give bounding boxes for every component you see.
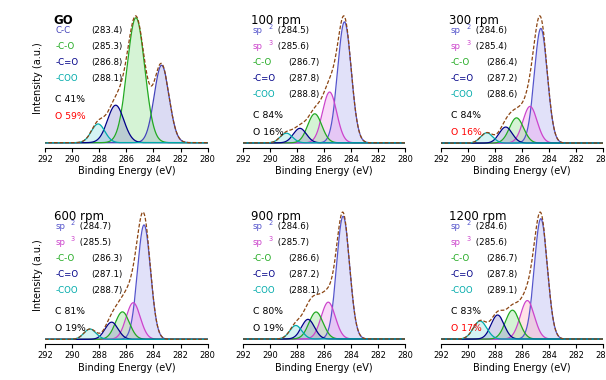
Text: -COO: -COO: [451, 90, 473, 99]
Text: O 59%: O 59%: [55, 112, 86, 121]
Text: (288.8): (288.8): [288, 90, 320, 99]
Text: 2: 2: [466, 220, 470, 226]
Text: (284.7): (284.7): [77, 222, 111, 231]
Text: -COO: -COO: [55, 74, 78, 83]
Text: (285.3): (285.3): [91, 42, 122, 51]
Text: 2: 2: [70, 220, 75, 226]
Text: (285.7): (285.7): [275, 238, 309, 247]
Text: -C=O: -C=O: [253, 270, 276, 279]
Text: 3: 3: [268, 236, 273, 242]
Text: -C-O: -C-O: [253, 58, 272, 67]
X-axis label: Binding Energy (eV): Binding Energy (eV): [473, 166, 571, 176]
Text: (284.6): (284.6): [275, 222, 309, 231]
Text: -C-O: -C-O: [55, 42, 75, 51]
Text: 2: 2: [268, 220, 273, 226]
Text: 3: 3: [466, 236, 470, 242]
Text: (286.4): (286.4): [486, 58, 518, 67]
Text: (288.7): (288.7): [91, 286, 122, 295]
Text: (288.6): (288.6): [486, 90, 518, 99]
Text: (287.8): (287.8): [486, 270, 518, 279]
X-axis label: Binding Energy (eV): Binding Energy (eV): [78, 363, 175, 373]
Text: sp: sp: [451, 42, 461, 51]
Text: sp: sp: [55, 238, 65, 247]
Text: (284.6): (284.6): [473, 26, 507, 35]
Text: (285.6): (285.6): [473, 238, 507, 247]
Text: sp: sp: [451, 222, 461, 231]
Text: C 84%: C 84%: [451, 111, 481, 120]
Text: (287.2): (287.2): [486, 74, 518, 83]
Text: (285.6): (285.6): [275, 42, 309, 51]
Text: (287.8): (287.8): [288, 74, 320, 83]
Text: O 19%: O 19%: [253, 324, 284, 333]
Text: -C=O: -C=O: [451, 74, 474, 83]
Text: (289.1): (289.1): [486, 286, 518, 295]
Text: 900 rpm: 900 rpm: [251, 210, 301, 223]
Text: -C=O: -C=O: [55, 58, 78, 67]
Text: sp: sp: [253, 42, 263, 51]
Text: sp: sp: [253, 222, 263, 231]
Text: 1200 rpm: 1200 rpm: [449, 210, 507, 223]
X-axis label: Binding Energy (eV): Binding Energy (eV): [473, 363, 571, 373]
Text: -C=O: -C=O: [55, 270, 78, 279]
Text: (288.1): (288.1): [91, 74, 122, 83]
Text: (284.5): (284.5): [275, 26, 309, 35]
Text: 3: 3: [466, 40, 470, 46]
Text: (286.7): (286.7): [288, 58, 320, 67]
Text: 100 rpm: 100 rpm: [251, 14, 301, 27]
Text: -COO: -COO: [55, 286, 78, 295]
Text: C 80%: C 80%: [253, 307, 283, 316]
Y-axis label: Intensity (a.u.): Intensity (a.u.): [33, 43, 42, 114]
Text: -C-O: -C-O: [451, 58, 470, 67]
Text: C 84%: C 84%: [253, 111, 283, 120]
Text: (285.4): (285.4): [473, 42, 507, 51]
Text: sp: sp: [253, 26, 263, 35]
Text: O 16%: O 16%: [451, 128, 481, 137]
Text: 2: 2: [466, 24, 470, 30]
Text: 600 rpm: 600 rpm: [53, 210, 104, 223]
Text: -COO: -COO: [253, 286, 276, 295]
Text: -COO: -COO: [451, 286, 473, 295]
X-axis label: Binding Energy (eV): Binding Energy (eV): [275, 166, 373, 176]
Text: O 16%: O 16%: [253, 128, 284, 137]
Text: (288.1): (288.1): [288, 286, 320, 295]
Text: (286.8): (286.8): [91, 58, 122, 67]
Text: (286.6): (286.6): [288, 254, 320, 263]
Text: 2: 2: [268, 24, 273, 30]
Text: -COO: -COO: [253, 90, 276, 99]
Text: C-C: C-C: [55, 26, 70, 35]
Text: sp: sp: [253, 238, 263, 247]
Text: sp: sp: [451, 238, 461, 247]
Text: (286.3): (286.3): [91, 254, 122, 263]
Text: -C=O: -C=O: [253, 74, 276, 83]
Text: sp: sp: [55, 222, 65, 231]
Text: GO: GO: [53, 14, 73, 27]
Text: sp: sp: [451, 26, 461, 35]
Text: C 41%: C 41%: [55, 95, 85, 104]
X-axis label: Binding Energy (eV): Binding Energy (eV): [78, 166, 175, 176]
Text: (285.5): (285.5): [77, 238, 111, 247]
Y-axis label: Intensity (a.u.): Intensity (a.u.): [33, 239, 42, 311]
Text: O 17%: O 17%: [451, 324, 481, 333]
Text: -C-O: -C-O: [253, 254, 272, 263]
Text: (287.2): (287.2): [288, 270, 320, 279]
Text: (287.1): (287.1): [91, 270, 122, 279]
Text: 3: 3: [70, 236, 75, 242]
Text: (284.6): (284.6): [473, 222, 507, 231]
Text: (286.7): (286.7): [486, 254, 518, 263]
Text: 3: 3: [268, 40, 273, 46]
X-axis label: Binding Energy (eV): Binding Energy (eV): [275, 363, 373, 373]
Text: -C-O: -C-O: [55, 254, 75, 263]
Text: (283.4): (283.4): [91, 26, 122, 35]
Text: -C=O: -C=O: [451, 270, 474, 279]
Text: O 19%: O 19%: [55, 324, 86, 333]
Text: -C-O: -C-O: [451, 254, 470, 263]
Text: C 83%: C 83%: [451, 307, 481, 316]
Text: C 81%: C 81%: [55, 307, 85, 316]
Text: 300 rpm: 300 rpm: [449, 14, 499, 27]
